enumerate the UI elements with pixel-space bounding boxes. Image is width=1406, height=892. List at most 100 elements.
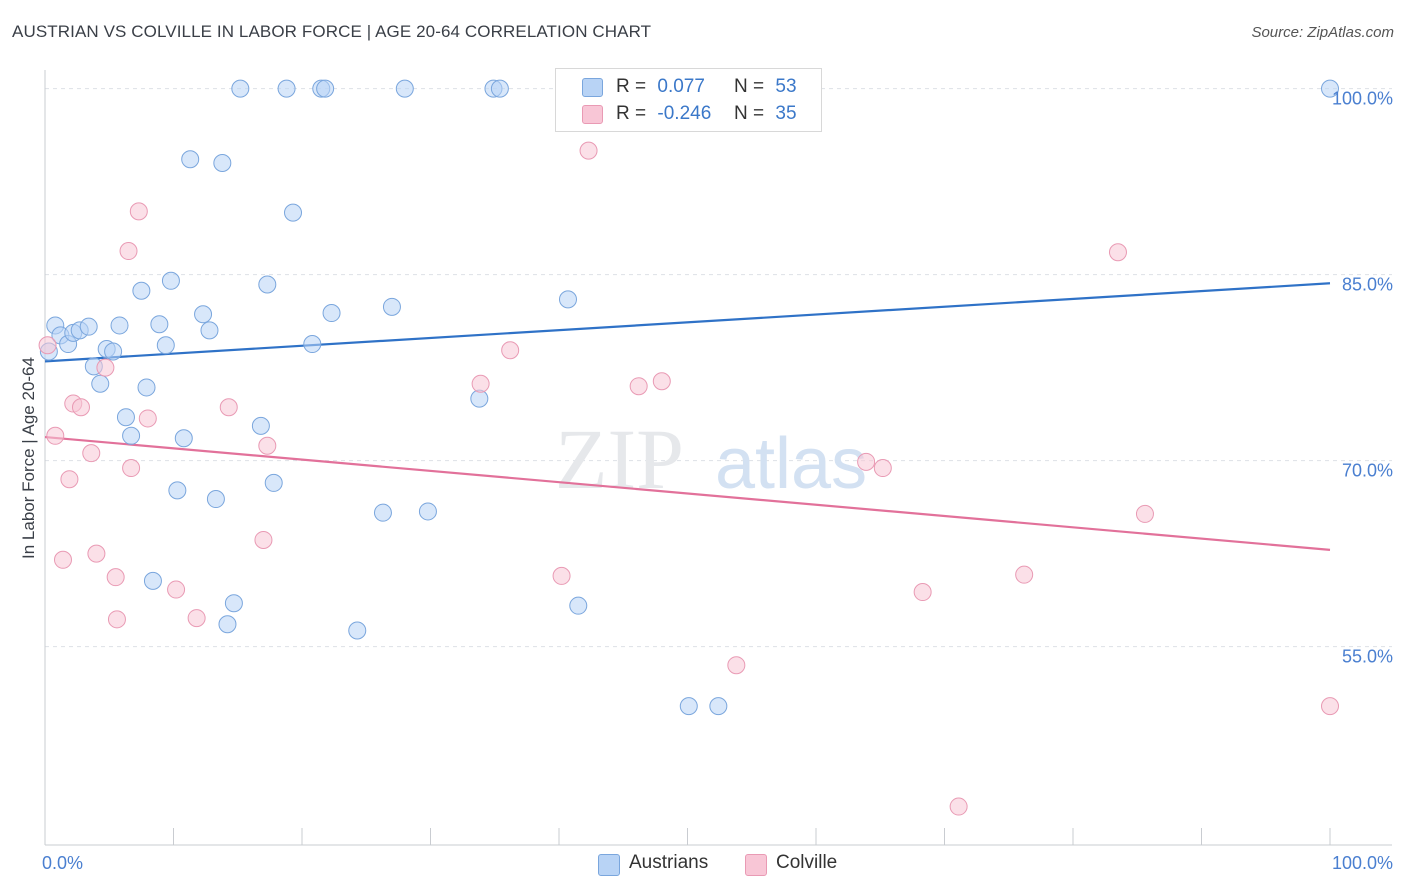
- series-label-colville: Colville: [776, 852, 838, 873]
- data-point-austrians: [231, 79, 250, 98]
- x-tick-labels: 0.0% 100.0%: [42, 853, 1393, 873]
- legend-n-colville: N = 35: [734, 103, 797, 125]
- data-point-colville: [258, 436, 277, 455]
- data-point-colville: [857, 452, 876, 471]
- data-point-austrians: [277, 79, 296, 98]
- data-point-austrians: [116, 408, 135, 427]
- data-point-colville: [106, 568, 125, 587]
- data-point-colville: [552, 566, 571, 585]
- y-tick-label: 70.0%: [1342, 461, 1393, 481]
- legend-swatch-colville: [582, 105, 603, 124]
- gridlines: [45, 88, 1392, 648]
- data-point-colville: [129, 202, 148, 221]
- data-point-colville: [107, 610, 126, 629]
- legend-r-value: -0.246: [657, 103, 712, 124]
- data-point-colville: [138, 409, 157, 428]
- data-point-colville: [501, 341, 520, 360]
- y-axis-title: In Labor Force | Age 20-64: [19, 357, 38, 559]
- data-point-austrians: [174, 429, 193, 448]
- data-point-austrians: [132, 281, 151, 300]
- data-points: [38, 79, 1339, 816]
- data-point-austrians: [110, 316, 129, 335]
- legend-row-colville: R = -0.246 N = 35: [556, 100, 821, 128]
- data-point-colville: [167, 580, 186, 599]
- data-point-colville: [949, 797, 968, 816]
- data-point-colville: [727, 656, 746, 675]
- data-point-colville: [219, 398, 238, 417]
- data-point-colville: [652, 372, 671, 391]
- legend-r-colville: R = -0.246: [616, 103, 711, 125]
- data-point-austrians: [91, 374, 110, 393]
- watermark-zip: ZIP: [555, 411, 684, 507]
- data-point-colville: [1108, 243, 1127, 262]
- data-point-colville: [38, 336, 57, 355]
- data-point-austrians: [122, 426, 141, 445]
- data-point-austrians: [1321, 79, 1339, 98]
- data-point-austrians: [395, 79, 414, 98]
- data-point-austrians: [264, 473, 283, 492]
- data-point-austrians: [373, 503, 392, 522]
- source-credit: Source: ZipAtlas.com: [1251, 24, 1394, 41]
- legend-r-austrians: R = 0.077: [616, 76, 705, 98]
- data-point-austrians: [224, 594, 243, 613]
- data-point-colville: [913, 583, 932, 602]
- trend-lines: [44, 282, 1331, 551]
- data-point-austrians: [194, 305, 213, 324]
- series-label-austrians: Austrians: [629, 852, 709, 873]
- data-point-austrians: [316, 79, 335, 98]
- legend-n-label: N =: [734, 103, 765, 124]
- data-point-austrians: [709, 697, 728, 716]
- data-point-colville: [122, 459, 141, 478]
- series-legend: Austrians Colville: [0, 852, 1406, 878]
- data-point-austrians: [168, 481, 187, 500]
- data-point-austrians: [490, 79, 509, 98]
- data-point-colville: [60, 470, 79, 489]
- x-tick-label: 0.0%: [42, 853, 83, 873]
- data-point-austrians: [161, 271, 180, 290]
- data-point-colville: [87, 544, 106, 563]
- x-tick-label: 100.0%: [1332, 853, 1393, 873]
- data-point-colville: [96, 358, 115, 377]
- data-point-austrians: [569, 596, 588, 615]
- data-point-austrians: [104, 342, 123, 361]
- data-point-austrians: [348, 621, 367, 640]
- data-point-austrians: [679, 697, 698, 716]
- y-tick-labels: 100.0% 85.0% 70.0% 55.0%: [1332, 89, 1393, 667]
- legend-n-value: 35: [775, 103, 797, 124]
- trend-line-colville: [44, 435, 1331, 551]
- data-point-austrians: [558, 290, 577, 309]
- data-point-austrians: [137, 378, 156, 397]
- data-point-austrians: [418, 502, 437, 521]
- legend-n-austrians: N = 53: [734, 76, 797, 98]
- y-tick-label: 85.0%: [1342, 275, 1393, 295]
- data-point-austrians: [79, 317, 98, 336]
- data-point-colville: [71, 398, 90, 417]
- legend-n-value: 53: [775, 76, 797, 97]
- legend-r-label: R =: [616, 76, 647, 97]
- axes: [44, 70, 1392, 846]
- data-point-austrians: [303, 335, 322, 354]
- data-point-austrians: [156, 336, 175, 355]
- chart-title: AUSTRIAN VS COLVILLE IN LABOR FORCE | AG…: [12, 22, 652, 41]
- y-tick-label: 55.0%: [1342, 647, 1393, 667]
- series-swatch-colville: [745, 854, 767, 876]
- legend-r-label: R =: [616, 103, 647, 124]
- data-point-colville: [82, 444, 101, 463]
- legend-row-austrians: R = 0.077 N = 53: [556, 73, 821, 101]
- data-point-austrians: [251, 416, 270, 435]
- data-point-colville: [119, 242, 138, 261]
- data-point-austrians: [322, 304, 341, 323]
- legend-swatch-austrians: [582, 78, 603, 97]
- watermark-atlas: atlas: [715, 424, 867, 504]
- data-point-austrians: [284, 203, 303, 222]
- legend-n-label: N =: [734, 76, 765, 97]
- series-swatch-austrians: [598, 854, 620, 876]
- data-point-austrians: [213, 154, 232, 172]
- watermark: ZIP atlas: [555, 411, 867, 507]
- data-point-colville: [873, 459, 892, 478]
- data-point-colville: [579, 141, 598, 160]
- data-point-austrians: [181, 150, 200, 169]
- data-point-austrians: [206, 490, 225, 509]
- data-point-austrians: [143, 571, 162, 590]
